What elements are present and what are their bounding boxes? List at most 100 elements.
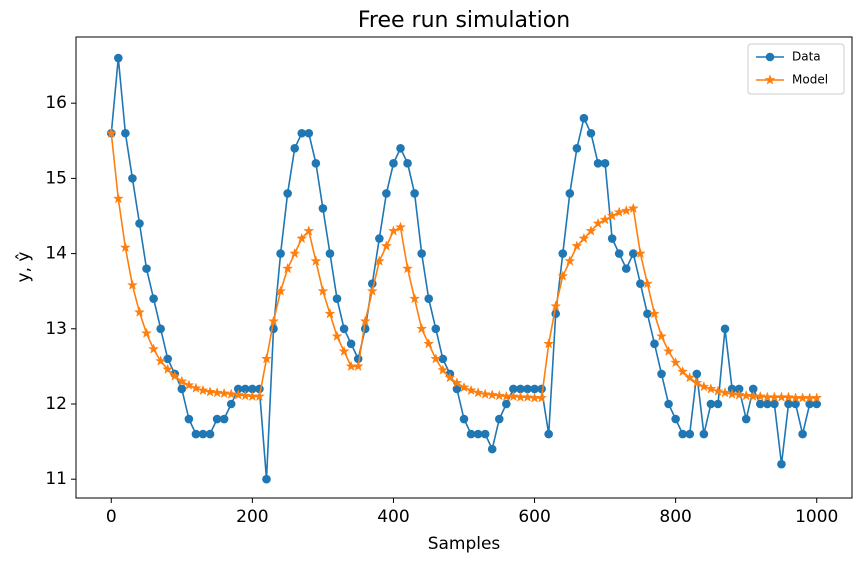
x-tick-label: 0 [106,507,117,527]
point [536,392,548,403]
point [387,225,399,236]
point [317,285,329,296]
point [677,365,689,377]
point [248,384,257,394]
point [253,390,265,402]
point [636,279,645,288]
point [620,204,632,216]
x-tick-label: 800 [659,507,691,527]
point [162,363,174,375]
point [811,392,823,403]
point [558,249,568,258]
point [133,306,145,317]
point [734,384,744,394]
point [720,324,730,334]
point [212,414,222,424]
point [241,384,250,394]
x-axis-label: Samples [428,534,501,554]
point [119,241,131,253]
point [128,174,137,183]
point [509,384,518,394]
point [664,399,673,409]
point [290,144,299,153]
point [656,330,668,342]
point [585,225,597,236]
point [437,364,449,375]
point [698,380,710,392]
point [156,324,165,334]
point [466,429,476,439]
y-tick-label: 12 [45,394,67,414]
point [339,324,349,334]
point [310,255,322,266]
point [493,389,505,401]
point [670,356,682,368]
point [204,386,216,397]
point [226,399,236,409]
x-tick-label: 200 [236,507,268,527]
point [205,429,215,439]
point [190,382,202,393]
point [586,128,596,138]
point [410,189,419,198]
point [324,308,336,319]
point [416,323,428,334]
x-tick-label: 1000 [795,507,838,527]
point [246,390,258,402]
point [487,444,497,454]
point [177,384,187,394]
point [318,204,328,213]
point [332,294,342,304]
point [260,353,272,364]
y-tick-label: 13 [45,319,67,339]
point [430,353,442,364]
point [643,309,652,319]
point [678,429,687,439]
point [572,144,582,153]
point [184,414,194,424]
point [777,459,786,469]
point [706,399,716,409]
point [494,414,504,424]
point [269,324,278,334]
point [755,399,765,409]
point [218,387,230,399]
point [135,219,144,228]
point [211,386,223,398]
point [382,189,391,198]
point [784,399,793,409]
point [149,294,158,304]
point [331,330,343,342]
point [375,234,384,243]
point [684,371,696,383]
point [417,249,426,258]
point [424,294,434,304]
point [593,159,603,168]
chart-title: Free run simulation [358,8,570,33]
point [641,277,653,289]
point [516,384,525,394]
point [613,206,625,217]
point [775,391,787,402]
point [705,383,717,394]
point [599,213,611,225]
point [169,370,181,381]
series-line [110,133,817,399]
point [338,345,350,357]
point [657,369,666,379]
point [557,270,569,281]
point [629,249,638,258]
point [754,390,766,402]
point [114,53,123,63]
point [325,249,335,258]
point [523,384,532,394]
legend-label: Model [792,73,828,87]
point [268,315,280,326]
point [741,414,751,424]
point [176,375,188,387]
point [112,192,124,204]
point [197,384,209,396]
point [452,384,462,394]
point [380,240,392,251]
